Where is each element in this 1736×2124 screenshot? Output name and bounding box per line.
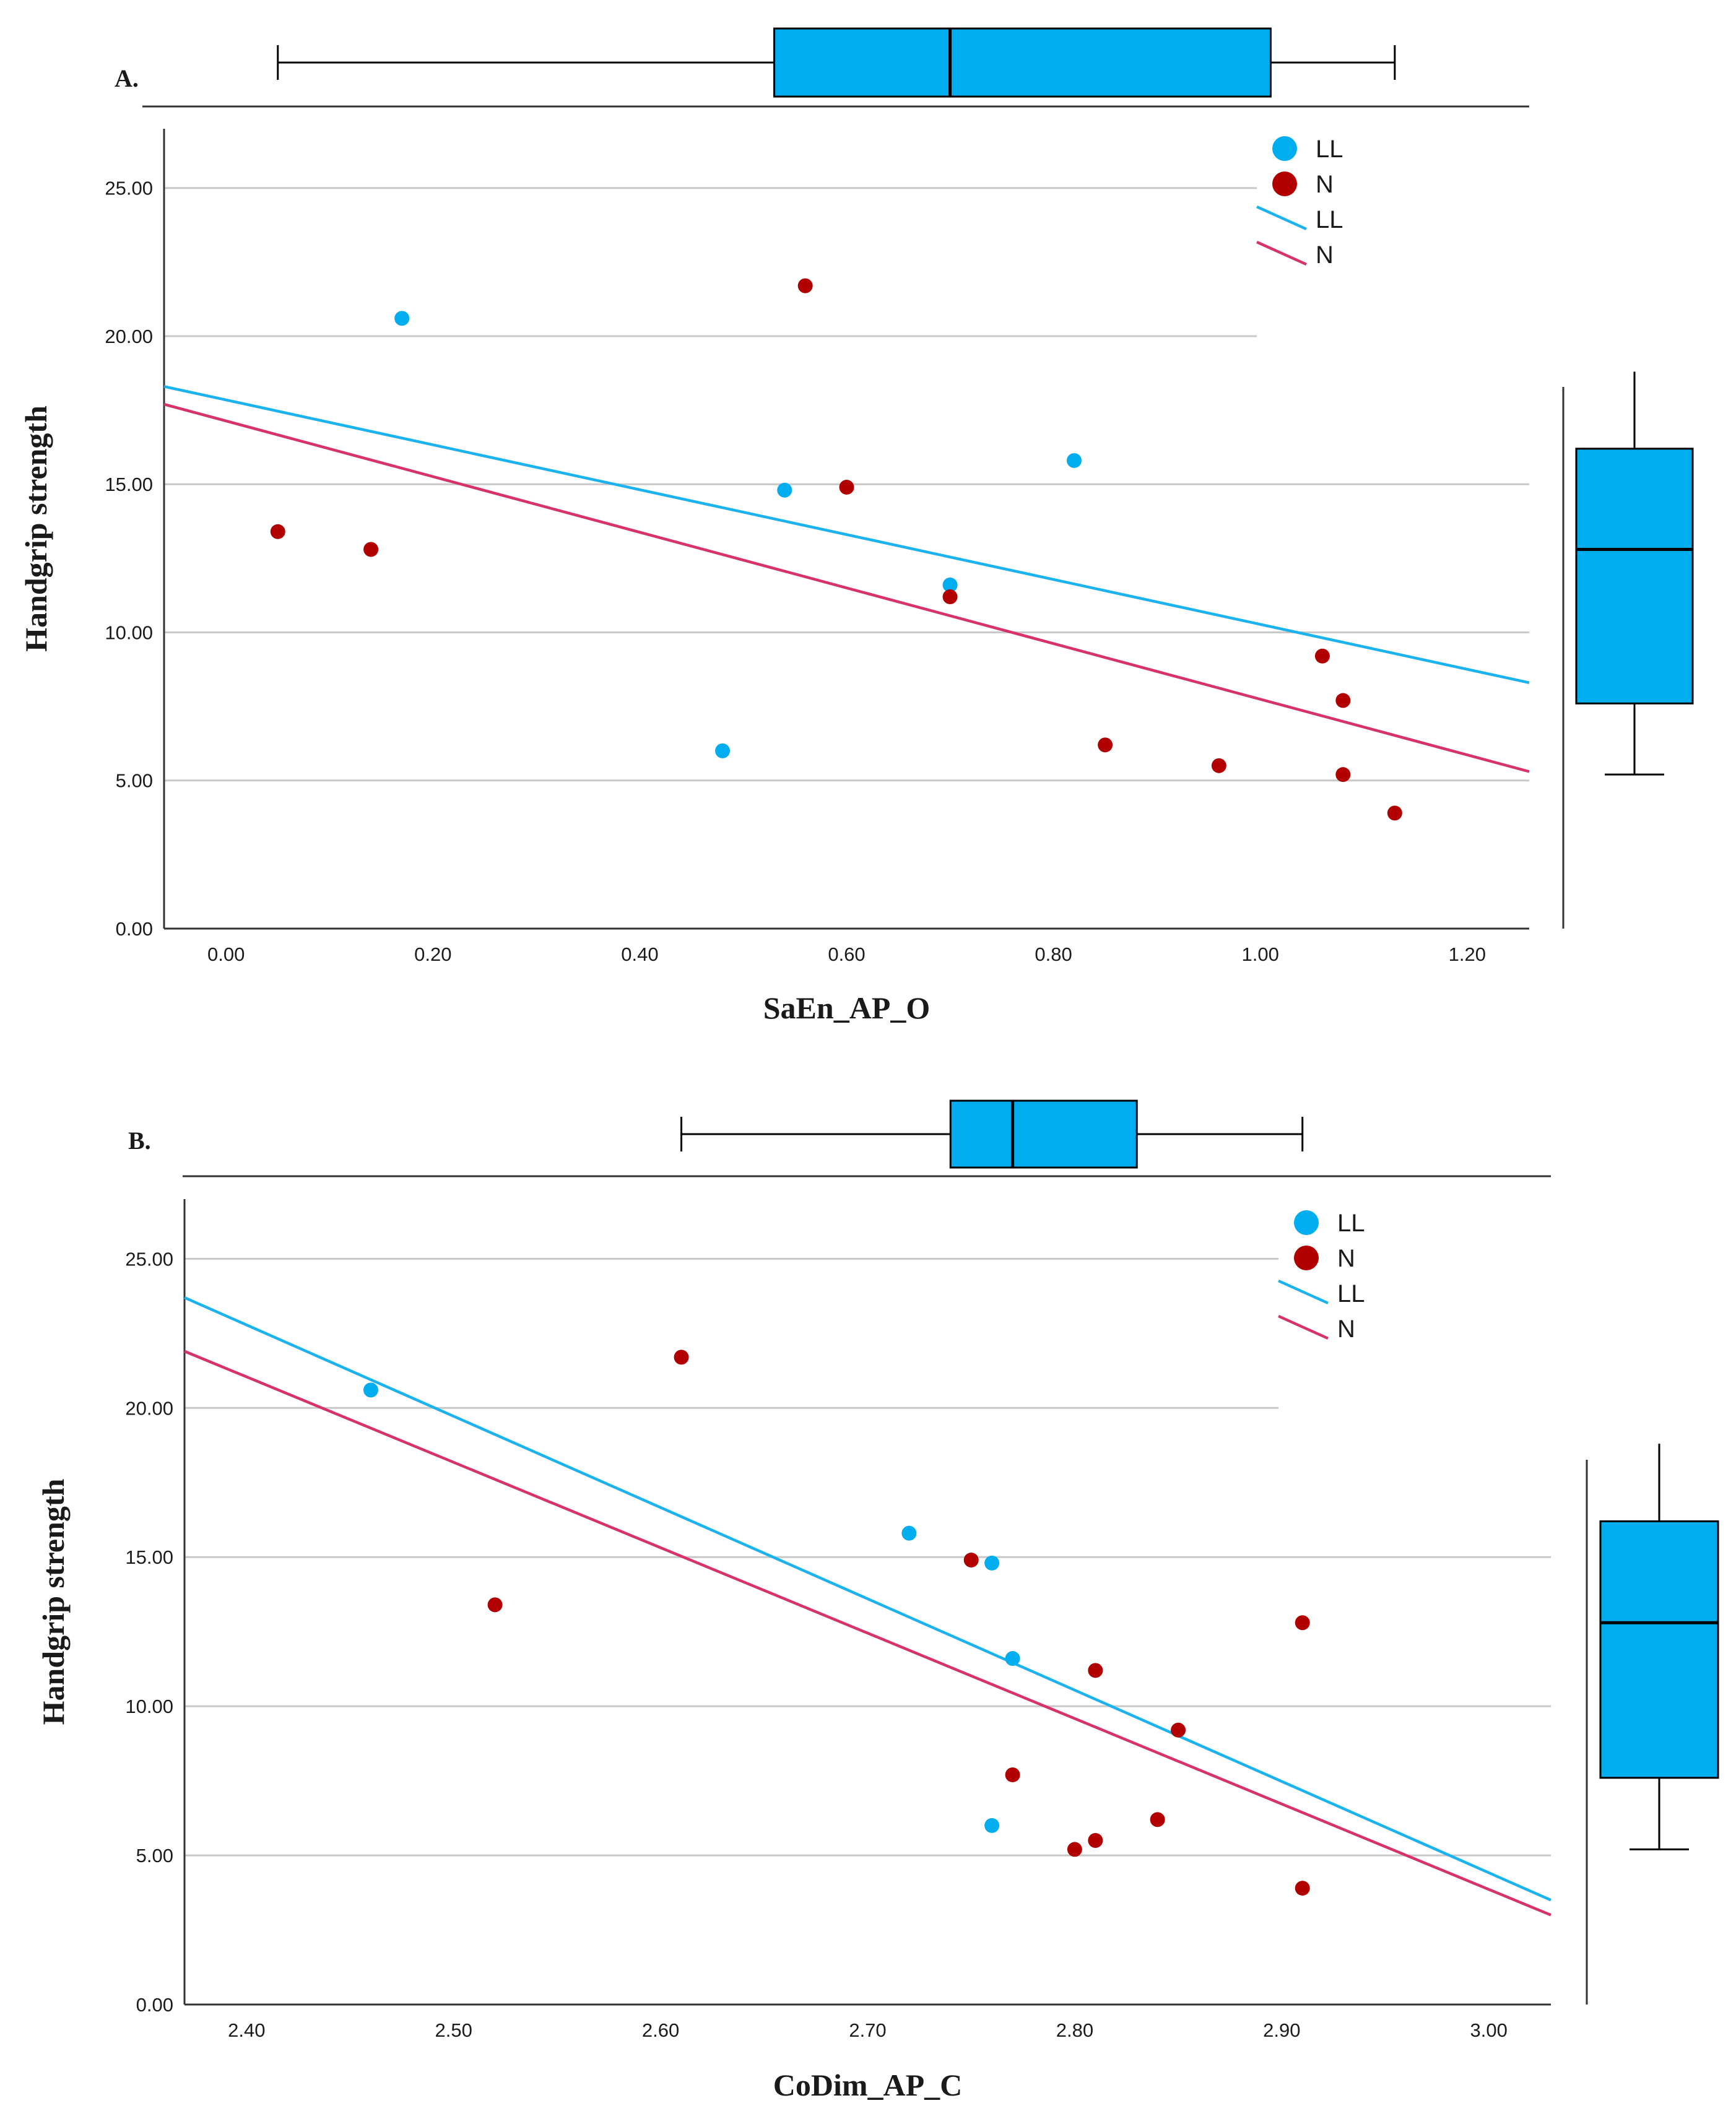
x-tick-label: 2.50: [435, 2019, 472, 2041]
legend-label: N: [1337, 1245, 1355, 1272]
y-tick-label: 15.00: [125, 1546, 173, 1568]
right-box: [1599, 1520, 1719, 1779]
point-n: [1005, 1767, 1020, 1782]
point-n: [1171, 1722, 1186, 1738]
y-tick-label: 10.00: [125, 1696, 173, 1717]
legend-label: N: [1337, 1316, 1355, 1343]
point-n: [1335, 693, 1351, 708]
x-axis-title: CoDim_AP_C: [773, 2068, 963, 2102]
point-n: [942, 589, 958, 605]
x-tick-label: 2.70: [849, 2019, 886, 2041]
x-tick-label: 0.20: [414, 943, 451, 965]
legend-label: LL: [1337, 1280, 1365, 1307]
point-ll: [715, 743, 731, 758]
point-n: [674, 1350, 689, 1365]
point-n: [1067, 1842, 1082, 1857]
point-n: [1211, 758, 1226, 773]
point-n: [487, 1597, 503, 1613]
y-tick-label: 5.00: [116, 770, 153, 792]
x-tick-label: 1.20: [1449, 943, 1486, 965]
right-box: [1575, 448, 1694, 704]
panel-a: 0.00 5.00 10.00 15.00 20.00 25.00 0.00 0.20 0.40…: [19, 27, 1694, 1025]
fit-line-n: [184, 1350, 1552, 1917]
point-ll: [984, 1818, 1000, 1833]
point-ll: [777, 482, 792, 498]
x-tick-label: 2.80: [1056, 2019, 1093, 2041]
y-tick-label: 10.00: [105, 622, 153, 643]
x-tick-label: 1.00: [1242, 943, 1279, 965]
point-ll: [363, 1382, 378, 1398]
y-tick-label: 5.00: [136, 1845, 173, 1866]
x-tick-label: 3.00: [1470, 2019, 1508, 2041]
x-tick-label: 0.00: [207, 943, 245, 965]
point-ll: [1005, 1651, 1020, 1667]
point-n: [1088, 1832, 1103, 1848]
top-box: [949, 1099, 1138, 1169]
point-ll: [942, 577, 958, 592]
point-n: [963, 1553, 979, 1568]
legend-marker-n: [1272, 171, 1297, 196]
legend-line-ll: [1278, 1279, 1329, 1305]
x-axis-title: SaEn_AP_O: [763, 990, 931, 1025]
point-n: [1335, 767, 1351, 782]
y-tick-label: 20.00: [125, 1397, 173, 1419]
point-n: [1150, 1812, 1165, 1827]
point-n: [1295, 1881, 1310, 1896]
point-n: [1387, 805, 1402, 821]
x-tick-label: 0.60: [828, 943, 865, 965]
point-ll: [394, 311, 410, 326]
panel-label: B.: [128, 1127, 151, 1155]
legend-marker-ll: [1272, 136, 1297, 161]
point-n: [363, 542, 379, 557]
point-n: [1098, 737, 1113, 753]
point-n: [1314, 648, 1330, 664]
x-tick-label: 0.40: [621, 943, 658, 965]
legend-label: LL: [1316, 136, 1343, 163]
x-tick-label: 2.90: [1263, 2019, 1300, 2041]
legend-marker-ll: [1294, 1210, 1319, 1235]
legend-label: LL: [1337, 1210, 1365, 1237]
y-tick-label: 25.00: [125, 1248, 173, 1270]
point-n: [839, 480, 854, 495]
fit-line-ll: [163, 385, 1530, 685]
fit-line-n: [163, 402, 1530, 773]
point-ll: [901, 1525, 917, 1541]
point-ll: [1067, 453, 1082, 468]
y-axis-title: Handgrip strength: [19, 405, 53, 652]
point-ll: [984, 1555, 1000, 1571]
legend-label: N: [1316, 241, 1334, 269]
legend-label: LL: [1316, 206, 1343, 233]
point-n: [797, 278, 813, 293]
y-tick-label: 0.00: [116, 918, 153, 940]
x-tick-label: 2.40: [228, 2019, 265, 2041]
point-n: [270, 524, 285, 539]
legend-line-n: [1256, 240, 1307, 266]
legend-line-ll: [1256, 205, 1307, 231]
panel-label: A.: [115, 64, 139, 92]
y-tick-label: 20.00: [105, 326, 153, 347]
y-axis-title: Handgrip strength: [36, 1478, 71, 1725]
x-tick-label: 2.60: [642, 2019, 679, 2041]
legend-label: N: [1316, 171, 1334, 198]
point-n: [1295, 1615, 1310, 1631]
y-tick-label: 15.00: [105, 474, 153, 495]
top-box: [773, 27, 1272, 98]
x-tick-label: 0.80: [1035, 943, 1072, 965]
fit-line-ll: [184, 1296, 1552, 1902]
point-n: [1088, 1663, 1103, 1678]
legend-marker-n: [1294, 1246, 1319, 1270]
y-tick-label: 0.00: [136, 1994, 173, 2016]
legend-line-n: [1278, 1314, 1329, 1340]
y-tick-label: 25.00: [105, 178, 153, 199]
panel-b: 0.00 5.00 10.00 15.00 20.00 25.00 2.40 2.50 2.60…: [36, 1099, 1719, 2102]
